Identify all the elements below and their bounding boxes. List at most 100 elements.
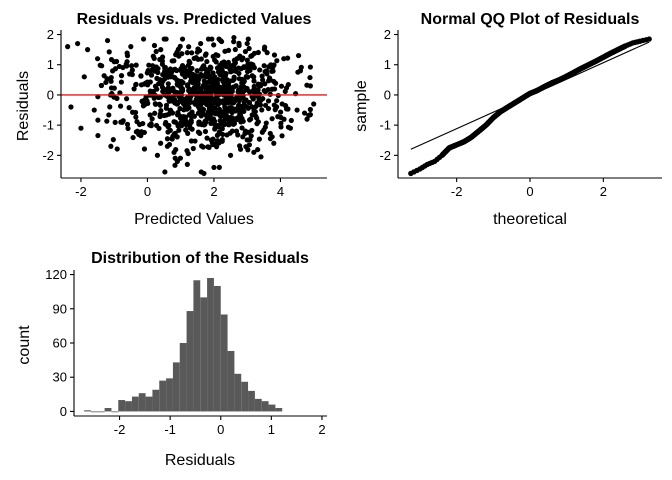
residual-point [108, 74, 114, 81]
residual-point [179, 87, 185, 93]
residual-point [220, 77, 226, 83]
residual-point [123, 61, 129, 67]
residual-point [211, 164, 217, 171]
residual-point [215, 77, 221, 83]
residual-histogram-panel: Distribution of the Residuals Residuals … [16, 250, 327, 469]
residual-point [164, 143, 170, 149]
residual-point [98, 82, 105, 89]
residual-point [236, 70, 242, 77]
residual-point [304, 116, 310, 122]
residual-point [257, 83, 264, 89]
residual-point [202, 66, 209, 72]
residual-point [170, 87, 176, 93]
histogram-bar [172, 362, 180, 412]
panel2-y-tick-label: 2 [384, 27, 391, 42]
histogram-bar [90, 411, 98, 413]
residual-point [106, 112, 112, 118]
residual-point [209, 140, 215, 146]
residual-point [166, 111, 172, 117]
residual-point [249, 112, 255, 118]
residual-point [225, 100, 231, 106]
panel1-ylabel: Residuals [15, 71, 32, 141]
panel3-title: Distribution of the Residuals [91, 250, 309, 267]
residual-point [165, 88, 171, 95]
residual-point [255, 119, 261, 125]
residual-point [120, 64, 126, 71]
residual-point [307, 106, 313, 113]
residual-point [255, 87, 261, 93]
residual-point [236, 102, 242, 108]
residual-point [196, 47, 203, 54]
residual-point [169, 67, 176, 74]
residual-point [108, 143, 114, 149]
residual-point [247, 136, 253, 143]
residual-point [205, 36, 212, 42]
residual-point [270, 68, 276, 74]
residual-point [229, 115, 236, 121]
histogram-bar [200, 297, 208, 412]
residual-point [161, 112, 167, 119]
residual-point [177, 98, 184, 104]
residual-point [198, 113, 204, 119]
residual-point [184, 148, 190, 154]
residual-point [147, 88, 153, 94]
residual-point [186, 100, 192, 106]
residual-point [307, 83, 313, 89]
residual-point [191, 84, 197, 91]
residual-point [227, 152, 234, 158]
residual-point [195, 56, 201, 62]
residual-point [271, 102, 277, 108]
residual-point [138, 73, 144, 79]
residual-point [271, 140, 277, 146]
residual-point [281, 56, 287, 62]
residual-point [256, 136, 262, 142]
residual-point [161, 36, 167, 42]
residual-point [176, 127, 182, 133]
residual-point [131, 86, 137, 92]
residual-point [124, 96, 130, 102]
histogram-bar [241, 381, 249, 412]
residual-point [273, 80, 279, 86]
residual-point [233, 115, 240, 122]
residual-point [263, 120, 269, 126]
residual-point [184, 68, 191, 74]
residual-point [152, 110, 158, 116]
residual-point [184, 161, 190, 168]
residual-point [108, 78, 114, 84]
residual-point [134, 128, 141, 134]
residual-point [262, 81, 268, 87]
residual-point [160, 71, 166, 78]
residual-point [264, 50, 270, 56]
residual-point [248, 116, 254, 122]
residual-point [283, 106, 290, 112]
residual-point [262, 44, 268, 50]
residual-point [220, 99, 226, 105]
residual-point [260, 77, 266, 83]
residual-point [159, 61, 166, 67]
residual-point [211, 42, 217, 48]
residual-point [174, 158, 180, 164]
residual-point [208, 86, 214, 93]
residual-point [95, 132, 101, 139]
residual-point [158, 108, 164, 114]
histogram-bar [145, 396, 153, 412]
residual-point [255, 146, 261, 153]
residual-point [230, 77, 236, 84]
panel3-y-tick-label: 120 [45, 267, 67, 282]
residual-point [226, 120, 232, 126]
residual-point [233, 83, 239, 89]
residual-point [65, 44, 71, 50]
histogram-bar [138, 393, 146, 412]
residual-point [212, 88, 218, 94]
residual-point [219, 61, 225, 67]
residual-point [213, 59, 219, 65]
residual-point [225, 59, 232, 66]
panel1-y-tick-label: 0 [47, 87, 54, 102]
residual-point [259, 129, 265, 135]
residual-point [210, 53, 216, 60]
residual-point [171, 149, 177, 155]
residual-point [129, 67, 135, 73]
panel1-x-tick-label: 0 [144, 184, 151, 199]
residual-point [213, 100, 220, 106]
